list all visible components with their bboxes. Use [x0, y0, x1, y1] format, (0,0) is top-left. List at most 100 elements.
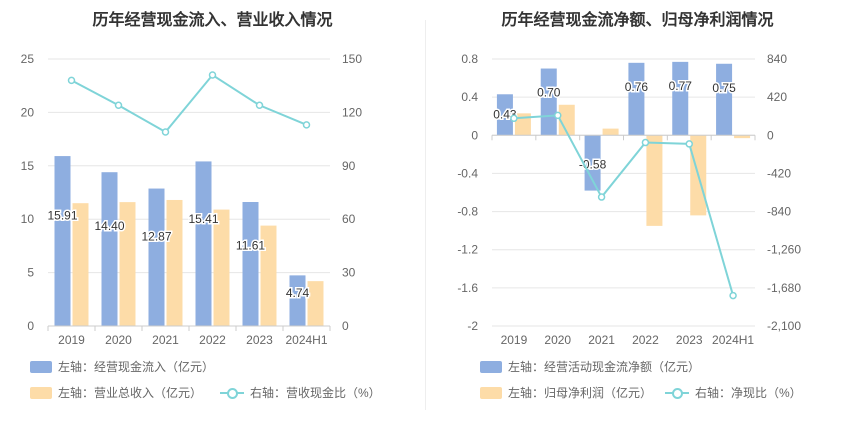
bar-secondary: [72, 203, 89, 326]
y-right-tick-label: 120: [342, 105, 362, 119]
x-tick-label: 2023: [246, 333, 273, 347]
legend-item[interactable]: 左轴：经营现金流入（亿元）: [30, 358, 214, 375]
y-left-tick-label: 15: [21, 159, 35, 173]
legend-item[interactable]: 左轴：营业总收入（亿元）: [30, 384, 202, 401]
y-left-tick-label: 5: [27, 266, 34, 280]
y-left-tick-label: -2: [467, 319, 478, 333]
legend-label: 左轴：经营现金流入（亿元）: [58, 360, 215, 374]
legend-item[interactable]: 左轴：归母净利润（亿元）: [480, 384, 652, 401]
y-right-tick-label: -420: [767, 166, 791, 180]
y-right-tick-label: -840: [767, 205, 791, 219]
chart-title: 历年经营现金流净额、归母净利润情况: [501, 12, 774, 29]
bar-primary: [672, 61, 689, 136]
bar-value-label: 14.40: [94, 219, 124, 233]
left-legend: 左轴：经营现金流入（亿元） 左轴：营业总收入（亿元） 右轴：营收现金比（%）: [30, 358, 425, 408]
y-left-tick-label: 20: [21, 105, 35, 119]
ratio-line: [71, 73, 307, 134]
ratio-point: [554, 111, 562, 120]
bar-secondary: [307, 281, 324, 326]
y-right-tick-label: 0: [767, 128, 774, 142]
y-right-tick-label: 0: [342, 319, 349, 333]
bar-value-label: 11.61: [236, 238, 265, 252]
y-right-tick-label: 840: [767, 52, 787, 66]
legend-label: 右轴：净现比（%）: [695, 386, 802, 400]
legend-item[interactable]: 左轴：经营活动现金流净额（亿元）: [480, 358, 700, 375]
legend-label: 左轴：经营活动现金流净额（亿元）: [508, 360, 701, 374]
ratio-line: [513, 114, 735, 296]
ratio-point: [729, 291, 737, 300]
x-tick-label: 2021: [152, 333, 179, 347]
y-right-tick-label: -1,680: [767, 281, 801, 295]
bar-value-label: 15.41: [188, 212, 218, 226]
bar-primary: [584, 135, 601, 191]
legend-swatch: [30, 386, 52, 399]
y-right-tick-label: 420: [767, 90, 787, 104]
chart-title: 历年经营现金流入、营业收入情况: [92, 12, 333, 29]
bar-value-label: 0.77: [669, 79, 693, 93]
bar-primary: [628, 62, 645, 136]
legend-label: 左轴：归母净利润（亿元）: [508, 386, 653, 400]
y-right-tick-label: 90: [342, 159, 356, 173]
bar-primary: [101, 172, 118, 326]
bar-value-label: 0.70: [537, 86, 561, 100]
y-right-tick-label: 150: [342, 52, 362, 66]
bar-secondary: [646, 135, 663, 226]
bar-secondary: [602, 128, 619, 136]
ratio-point: [510, 114, 518, 123]
bar-primary: [54, 156, 71, 326]
bar-secondary: [213, 209, 230, 326]
y-left-tick-label: -1.2: [457, 243, 478, 257]
y-right-tick-label: 60: [342, 212, 356, 226]
legend-swatch: [30, 360, 52, 373]
legend-label: 左轴：营业总收入（亿元）: [58, 386, 203, 400]
y-left-tick-label: 0.4: [461, 90, 478, 104]
left-chart-svg: 0 0 5 30 10 60 15 90 20 120 25 150 2019 15.91 2020 14.4…: [21, 52, 363, 347]
legend-item[interactable]: 右轴：营收现金比（%）: [220, 384, 381, 401]
y-left-tick-label: 0.8: [461, 52, 478, 66]
x-tick-label: 2019: [58, 333, 85, 347]
legend-line-marker: [220, 387, 244, 399]
ratio-point: [67, 76, 76, 85]
bar-secondary: [734, 135, 751, 139]
bar-primary: [540, 68, 557, 136]
ratio-point: [597, 193, 606, 201]
bar-primary: [195, 161, 212, 326]
bar-value-label: 0.76: [625, 80, 649, 94]
x-tick-label: 2023: [676, 333, 703, 347]
y-left-tick-label: -0.4: [457, 166, 478, 180]
right-chart-panel: 历年经营现金流净额、归母净利润情况 -2 -2,100 -1.6 -1,680 -1.2…: [425, 0, 850, 437]
ratio-point: [641, 138, 650, 147]
y-left-tick-label: 0: [27, 319, 34, 333]
legend-label: 右轴：营收现金比（%）: [250, 386, 381, 400]
bar-secondary: [166, 199, 183, 326]
ratio-point: [161, 128, 170, 136]
x-tick-label: 2020: [544, 333, 571, 347]
y-left-tick-label: 0: [471, 128, 478, 142]
bar-primary: [716, 63, 733, 136]
bar-primary: [496, 94, 513, 136]
x-tick-label: 2022: [199, 333, 226, 347]
y-left-tick-label: -0.8: [457, 205, 478, 219]
x-tick-label: 2021: [588, 333, 615, 347]
bar-value-label: 0.75: [712, 81, 736, 95]
legend-swatch: [480, 386, 502, 399]
left-chart-panel: 历年经营现金流入、营业收入情况 0 0 5 30 10 60 15 90 20 120 25 150 2…: [21, 12, 425, 408]
bar-value-label: 12.87: [141, 230, 171, 244]
bar-value-label: 4.74: [286, 286, 310, 300]
y-right-tick-label: -1,260: [767, 243, 801, 257]
legend-item[interactable]: 右轴：净现比（%）: [665, 384, 802, 401]
ratio-point: [302, 121, 311, 129]
y-left-tick-label: 25: [21, 52, 35, 66]
ratio-point: [685, 140, 693, 148]
bar-primary: [242, 202, 259, 326]
bar-primary: [289, 275, 306, 326]
legend-line-marker: [665, 387, 689, 399]
x-tick-label: 2024H1: [712, 333, 754, 347]
ratio-point: [255, 101, 264, 110]
x-tick-label: 2019: [501, 333, 528, 347]
y-left-tick-label: -1.6: [457, 281, 478, 295]
bar-value-label: 15.91: [47, 209, 77, 223]
bar-secondary: [119, 202, 136, 326]
y-right-tick-label: -2,100: [767, 319, 801, 333]
y-right-tick-label: 30: [342, 266, 356, 280]
